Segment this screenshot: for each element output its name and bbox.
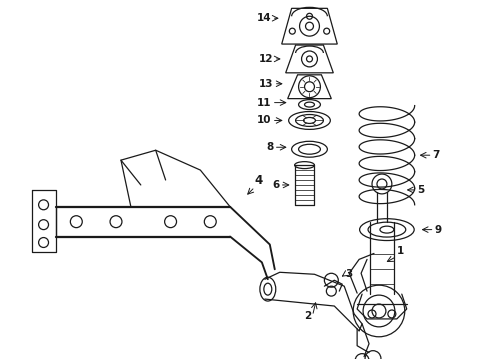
Text: 4: 4 (255, 174, 263, 186)
Text: 6: 6 (272, 180, 280, 190)
Text: 11: 11 (257, 98, 272, 108)
Text: 9: 9 (435, 225, 441, 235)
Text: 14: 14 (257, 13, 272, 23)
Text: 1: 1 (397, 247, 404, 256)
Text: 8: 8 (267, 142, 274, 152)
Text: 5: 5 (417, 185, 425, 195)
Text: 7: 7 (433, 150, 440, 160)
Text: 2: 2 (305, 311, 312, 321)
Text: 12: 12 (259, 54, 274, 64)
Text: 13: 13 (259, 79, 274, 89)
Text: 3: 3 (345, 269, 352, 279)
Text: 10: 10 (257, 116, 272, 126)
